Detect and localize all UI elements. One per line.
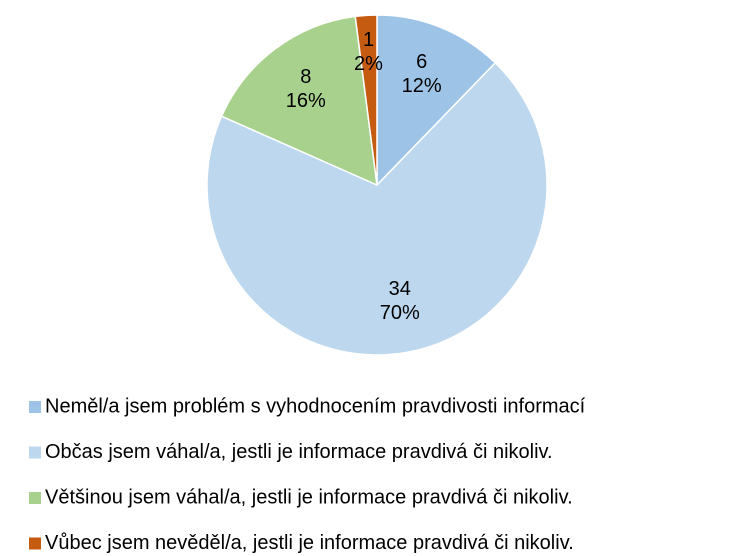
percent-label: 70% [380,302,420,324]
percent-label: 12% [402,75,442,97]
legend-swatch [29,401,41,413]
data-label: 8 [300,66,311,88]
data-label: 34 [389,278,411,300]
percent-label: 2% [354,53,383,75]
data-label: 1 [363,29,374,51]
data-label: 6 [416,51,427,73]
legend-label: Vůbec jsem nevěděl/a, jestli je informac… [45,532,574,554]
pie-slice [354,14,378,186]
pie-slice [220,15,378,187]
legend-label: Neměl/a jsem problém s vyhodnocením prav… [45,395,586,417]
pie-slice [376,14,497,187]
pie-slice [206,61,548,356]
legend-swatch [29,446,41,459]
legend-swatch [29,537,41,550]
legend-swatch [29,492,41,504]
legend-label: Občas jsem váhal/a, jestli je informace … [45,441,553,463]
percent-label: 16% [286,90,326,112]
legend-label: Většinou jsem váhal/a, jestli je informa… [45,486,573,508]
